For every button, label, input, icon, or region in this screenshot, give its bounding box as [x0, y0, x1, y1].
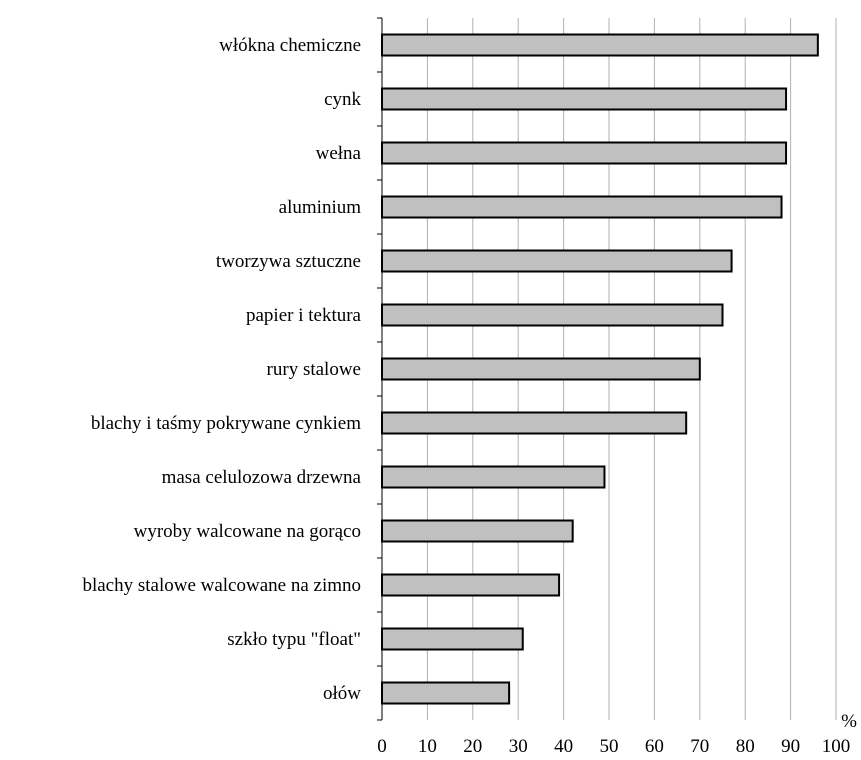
x-tick-label-100: 100: [822, 736, 851, 757]
bar-6: [381, 357, 701, 381]
category-label-12: ołów: [323, 683, 361, 704]
bar-9: [381, 519, 574, 543]
category-label-4: tworzywa sztuczne: [216, 251, 361, 272]
bar-1: [381, 87, 788, 111]
x-tick-label-0: 0: [377, 736, 387, 757]
category-label-7: blachy i taśmy pokrywane cynkiem: [91, 413, 361, 434]
x-axis-unit-label: %: [841, 711, 857, 732]
category-label-0: włókna chemiczne: [219, 35, 361, 56]
tick-labels: 0 10 20 30 40 50 60 70 80 90 100: [377, 736, 850, 757]
bar-3: [381, 195, 783, 219]
bar-0: [381, 33, 819, 57]
category-label-8: masa celulozowa drzewna: [162, 467, 362, 488]
category-label-1: cynk: [324, 89, 361, 110]
bar-8: [381, 465, 606, 489]
x-tick-label-20: 20: [463, 736, 482, 757]
axes: [377, 17, 383, 721]
bar-5: [381, 303, 724, 327]
x-tick-label-30: 30: [509, 736, 528, 757]
x-tick-label-60: 60: [645, 736, 664, 757]
bar-11: [381, 627, 524, 651]
category-labels: włókna chemiczne cynk wełna aluminium tworzy…: [82, 35, 361, 704]
x-tick-label-10: 10: [418, 736, 437, 757]
category-label-2: wełna: [316, 143, 362, 164]
category-label-10: blachy stalowe walcowane na zimno: [82, 575, 361, 596]
bars: [381, 33, 819, 705]
category-label-9: wyroby walcowane na gorąco: [134, 521, 361, 542]
x-tick-label-50: 50: [600, 736, 619, 757]
category-label-6: rury stalowe: [267, 359, 361, 380]
category-label-11: szkło typu "float": [227, 629, 361, 650]
category-label-3: aluminium: [279, 197, 362, 218]
bar-12: [381, 681, 511, 705]
x-tick-label-90: 90: [781, 736, 800, 757]
x-tick-label-40: 40: [554, 736, 573, 757]
category-label-5: papier i tektura: [246, 305, 362, 326]
bar-2: [381, 141, 788, 165]
bar-10: [381, 573, 561, 597]
x-tick-label-70: 70: [690, 736, 709, 757]
x-tick-label-80: 80: [736, 736, 755, 757]
bar-7: [381, 411, 688, 435]
bar-4: [381, 249, 733, 273]
